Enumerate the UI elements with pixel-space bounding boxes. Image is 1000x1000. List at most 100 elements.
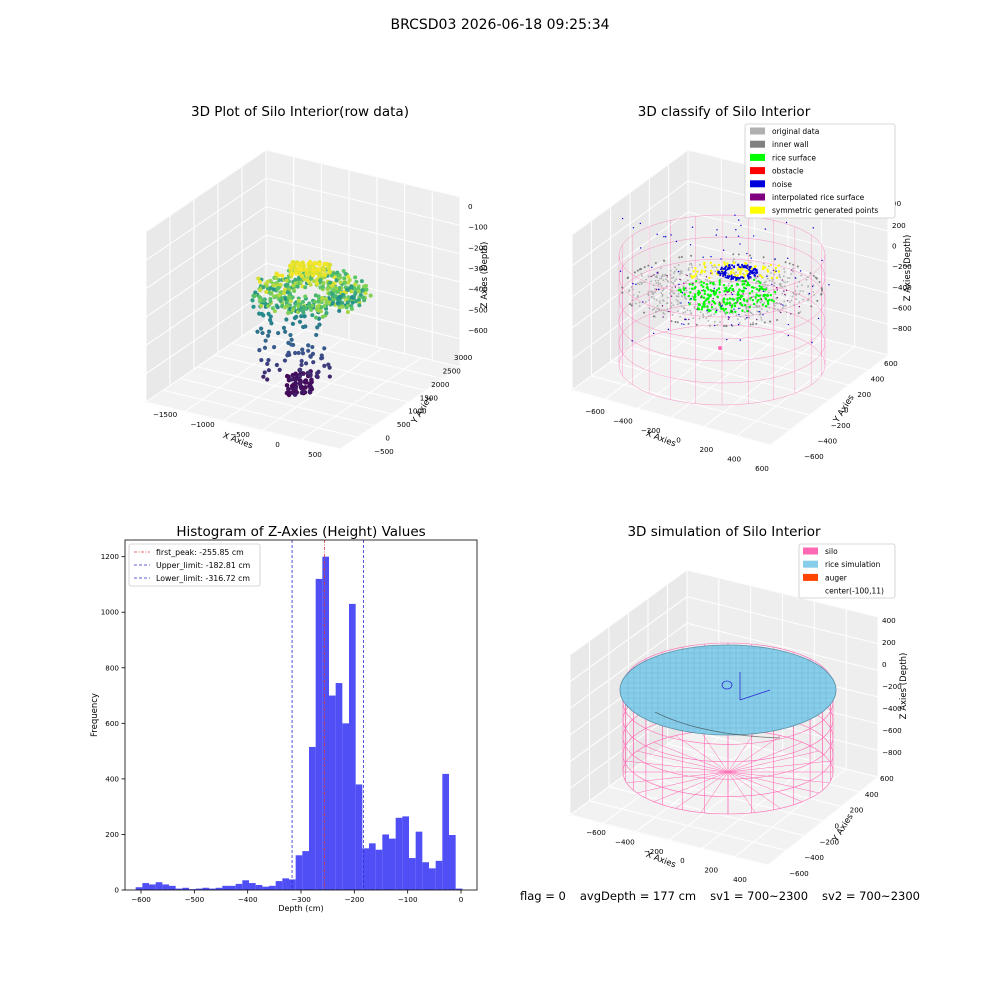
raw-data-point bbox=[265, 361, 270, 366]
rice-surface-point bbox=[724, 288, 728, 292]
legend-swatch bbox=[750, 206, 765, 214]
raw-data-point bbox=[303, 285, 308, 290]
raw-data-point bbox=[264, 289, 269, 294]
original-data-point bbox=[778, 310, 781, 313]
original-data-point bbox=[668, 292, 671, 295]
wireframe-spoke bbox=[637, 771, 729, 794]
classify-y-tick: −200 bbox=[831, 421, 851, 430]
histogram-bar bbox=[309, 746, 316, 890]
raw-data-point bbox=[284, 317, 289, 322]
noise-point bbox=[719, 274, 722, 277]
histogram-bar bbox=[389, 838, 396, 890]
original-data-point bbox=[738, 307, 741, 310]
histogram-bar bbox=[375, 849, 383, 890]
original-data-point bbox=[685, 289, 688, 292]
original-data-point bbox=[696, 277, 699, 280]
rice-surface-point bbox=[718, 291, 721, 294]
rice-surface-point bbox=[766, 294, 769, 298]
rice-surface-point bbox=[751, 290, 754, 293]
raw-data-point bbox=[274, 276, 279, 281]
raw-data-point bbox=[342, 276, 347, 281]
legend-label: first_peak: -255.85 cm bbox=[156, 548, 244, 557]
noise-point bbox=[747, 277, 750, 280]
raw-z-tick: −300 bbox=[468, 264, 488, 273]
raw-data-point bbox=[265, 333, 271, 338]
rice-surface-point bbox=[737, 293, 741, 296]
noise-point bbox=[639, 247, 642, 249]
histogram-y-tick-label: 400 bbox=[105, 774, 119, 783]
histogram-bar bbox=[255, 885, 263, 890]
symmetric-point bbox=[766, 270, 770, 273]
original-data-point bbox=[793, 303, 796, 306]
original-data-point bbox=[755, 304, 757, 307]
rice-surface-point bbox=[764, 305, 768, 308]
rice-surface-point bbox=[718, 279, 721, 282]
histogram-bar bbox=[442, 773, 449, 890]
raw-data-point bbox=[266, 311, 271, 316]
symmetric-point bbox=[761, 265, 765, 268]
noise-point bbox=[706, 309, 708, 312]
raw-data-point bbox=[308, 373, 313, 378]
raw-data-point bbox=[297, 381, 303, 387]
raw-data-point bbox=[315, 281, 320, 286]
original-data-point bbox=[734, 298, 737, 300]
rice-surface-point bbox=[707, 308, 710, 312]
inner-wall-point bbox=[776, 319, 779, 322]
rice-surface-point bbox=[706, 293, 710, 296]
gridline bbox=[589, 800, 787, 851]
noise-point bbox=[721, 272, 724, 275]
noise-point bbox=[635, 283, 637, 286]
histogram-bar bbox=[295, 855, 303, 890]
symmetric-point bbox=[717, 263, 721, 267]
classify-y-tick: 200 bbox=[857, 390, 871, 399]
original-data-point bbox=[661, 273, 664, 276]
symmetric-point bbox=[723, 261, 726, 264]
noise-point bbox=[828, 284, 830, 286]
inner-wall-point bbox=[723, 324, 726, 327]
inner-wall-point bbox=[749, 323, 752, 326]
gridline bbox=[223, 338, 344, 422]
original-data-point bbox=[786, 280, 789, 283]
original-data-point bbox=[688, 287, 691, 290]
original-data-point bbox=[773, 273, 775, 276]
inner-wall-point bbox=[695, 323, 698, 326]
original-data-point bbox=[805, 278, 808, 281]
original-data-point bbox=[798, 300, 800, 303]
rice-surface-point bbox=[702, 289, 705, 292]
original-data-point bbox=[660, 292, 663, 294]
original-data-point bbox=[666, 310, 669, 313]
gridline bbox=[569, 814, 769, 866]
interpolated-point bbox=[719, 303, 722, 305]
legend-swatch bbox=[750, 167, 765, 175]
noise-point bbox=[621, 217, 624, 220]
raw-data-point bbox=[303, 361, 309, 366]
original-data-point bbox=[631, 288, 634, 291]
rice-surface-point bbox=[679, 288, 682, 292]
raw-data-point bbox=[300, 299, 305, 304]
original-data-point bbox=[662, 279, 665, 282]
noise-point bbox=[718, 270, 721, 273]
original-data-point bbox=[691, 266, 694, 269]
rice-surface-point bbox=[724, 307, 728, 311]
classify-z-tick: −600 bbox=[892, 303, 912, 312]
wireframe-spoke bbox=[727, 771, 781, 809]
wireframe-spoke bbox=[727, 731, 756, 773]
original-data-point bbox=[812, 284, 815, 286]
rice-surface-point bbox=[723, 297, 726, 300]
original-data-point bbox=[666, 296, 669, 299]
noise-point bbox=[811, 285, 814, 288]
raw-x-tick: 500 bbox=[308, 450, 322, 459]
original-data-point bbox=[676, 303, 679, 306]
interpolated-point bbox=[686, 274, 688, 277]
interpolated-point bbox=[776, 296, 779, 299]
raw-data-point bbox=[307, 265, 313, 270]
original-data-point bbox=[785, 311, 788, 314]
inner-wall-point bbox=[663, 259, 666, 262]
symmetric-point bbox=[775, 276, 779, 279]
classify-x-tick: −600 bbox=[585, 407, 605, 416]
inner-wall-point bbox=[812, 274, 815, 277]
interpolated-point bbox=[661, 305, 664, 307]
original-data-point bbox=[687, 269, 690, 271]
rice-surface-point bbox=[715, 289, 719, 292]
noise-point bbox=[741, 263, 744, 266]
